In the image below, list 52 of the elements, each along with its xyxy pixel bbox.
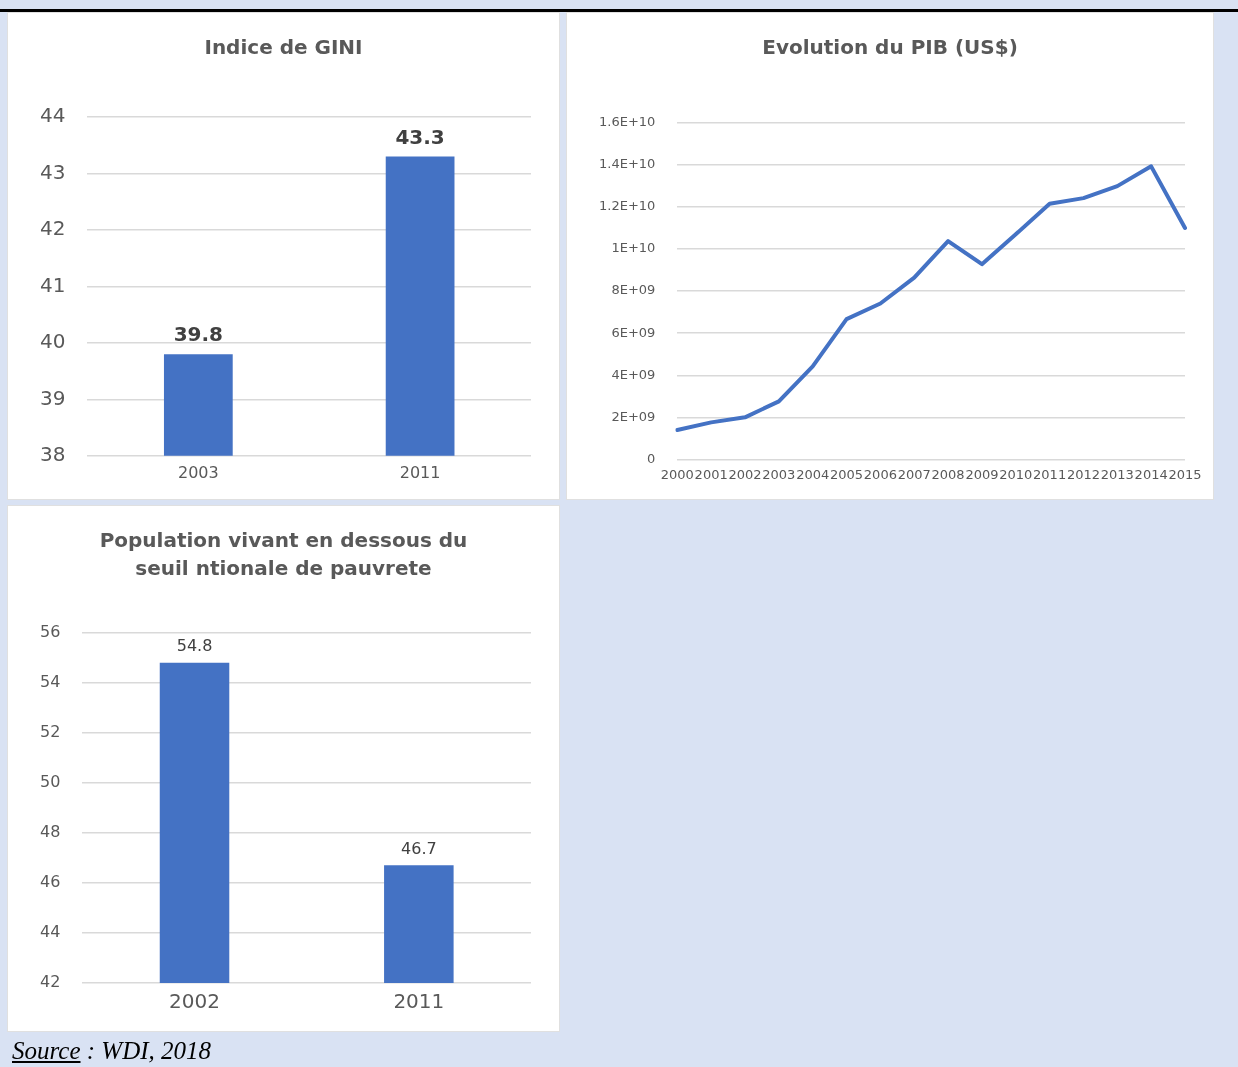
data-label: 54.8 xyxy=(176,635,213,655)
data-label: 43.3 xyxy=(395,124,445,149)
x-tick-label: 2010 xyxy=(999,466,1033,482)
x-tick-label: 2004 xyxy=(796,466,830,482)
x-tick-label: 2003 xyxy=(177,462,219,482)
y-tick-label: 43 xyxy=(40,159,66,184)
y-tick-label: 39 xyxy=(40,385,66,410)
y-tick-label: 44 xyxy=(40,922,61,942)
y-tick-label: 8E+09 xyxy=(611,282,656,298)
y-tick-label: 48 xyxy=(40,821,61,841)
x-tick-label: 2002 xyxy=(169,989,220,1014)
y-tick-label: 1.4E+10 xyxy=(598,156,656,172)
x-tick-label: 2000 xyxy=(660,466,694,482)
x-tick-label: 2007 xyxy=(897,466,931,482)
y-tick-label: 1.2E+10 xyxy=(598,198,656,214)
y-tick-label: 52 xyxy=(40,721,61,741)
data-label: 46.7 xyxy=(401,838,437,858)
chart-title: Indice de GINI xyxy=(203,34,364,61)
x-tick-label: 2002 xyxy=(728,466,762,482)
x-tick-label: 2009 xyxy=(965,466,999,482)
x-tick-label: 2011 xyxy=(1033,466,1067,482)
x-tick-label: 2014 xyxy=(1134,466,1168,482)
x-tick-label: 2006 xyxy=(863,466,897,482)
x-tick-label: 2012 xyxy=(1066,466,1101,482)
y-tick-label: 56 xyxy=(40,621,61,641)
y-tick-label: 42 xyxy=(40,972,61,992)
y-tick-label: 38 xyxy=(40,442,66,466)
y-tick-label: 40 xyxy=(40,329,66,354)
y-tick-label: 6E+09 xyxy=(611,324,656,340)
y-tick-label: 54 xyxy=(40,671,61,691)
x-tick-label: 2001 xyxy=(694,466,728,482)
data-label: 39.8 xyxy=(173,322,224,347)
y-tick-label: 1.6E+10 xyxy=(598,114,656,130)
y-tick-label: 2E+09 xyxy=(611,408,656,424)
x-tick-label: 2011 xyxy=(393,989,445,1014)
y-tick-label: 4E+09 xyxy=(611,366,656,382)
chart-title: Evolution du PIB (US$) xyxy=(761,34,1019,61)
x-tick-label: 2013 xyxy=(1100,466,1134,482)
y-tick-label: 46 xyxy=(40,872,61,892)
y-tick-label: 0 xyxy=(647,450,656,466)
y-tick-label: 41 xyxy=(40,272,66,297)
x-tick-label: 2011 xyxy=(399,462,441,482)
x-tick-label: 2008 xyxy=(931,466,965,482)
y-tick-label: 50 xyxy=(40,771,61,791)
y-tick-label: 42 xyxy=(40,216,66,241)
x-tick-label: 2005 xyxy=(830,466,864,482)
y-tick-label: 44 xyxy=(40,103,66,128)
x-tick-label: 2003 xyxy=(762,466,796,482)
source-note: Source : WDI, 2018 xyxy=(12,1037,212,1065)
chart-title: Population vivant en dessous du seuil ntionale de pauvrete xyxy=(98,527,469,582)
y-tick-label: 1E+10 xyxy=(611,240,656,256)
x-tick-label: 2015 xyxy=(1168,466,1202,482)
